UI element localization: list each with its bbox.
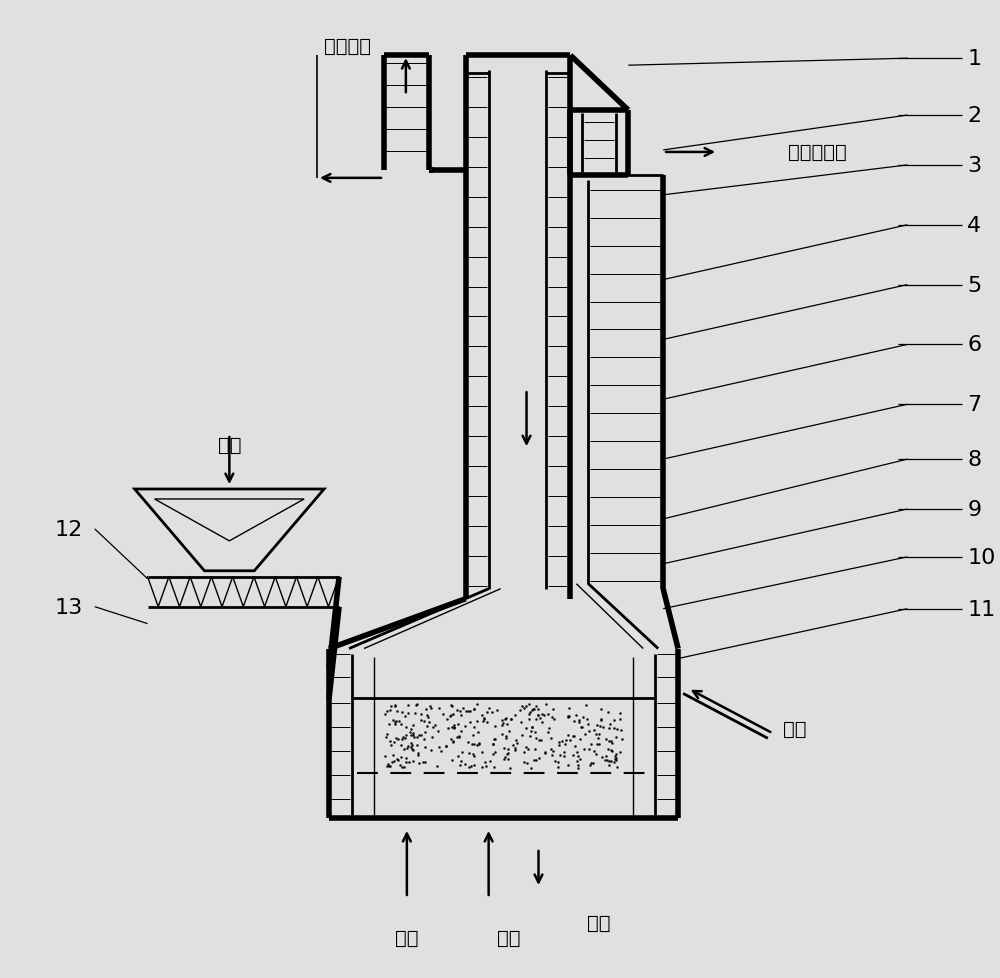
Text: 灰渣: 灰渣 [587,912,610,932]
Text: 2: 2 [967,106,981,126]
Text: 4: 4 [967,215,981,236]
Text: 8: 8 [967,450,981,469]
Text: 给水: 给水 [783,719,806,738]
Text: 3: 3 [967,156,981,176]
Text: 12: 12 [55,519,83,539]
Text: 空气: 空气 [497,928,520,947]
Text: 发电系统: 发电系统 [324,37,371,56]
Text: 11: 11 [967,600,996,619]
Text: 13: 13 [55,597,83,617]
Text: 气化热解气: 气化热解气 [788,144,847,162]
Text: 垃圾: 垃圾 [218,435,241,455]
Text: 蕋汽: 蕋汽 [395,928,419,947]
Text: 6: 6 [967,335,981,355]
Text: 1: 1 [967,49,981,69]
Text: 7: 7 [967,395,981,415]
Text: 9: 9 [967,500,981,519]
Text: 5: 5 [967,275,982,295]
Text: 10: 10 [967,548,996,567]
